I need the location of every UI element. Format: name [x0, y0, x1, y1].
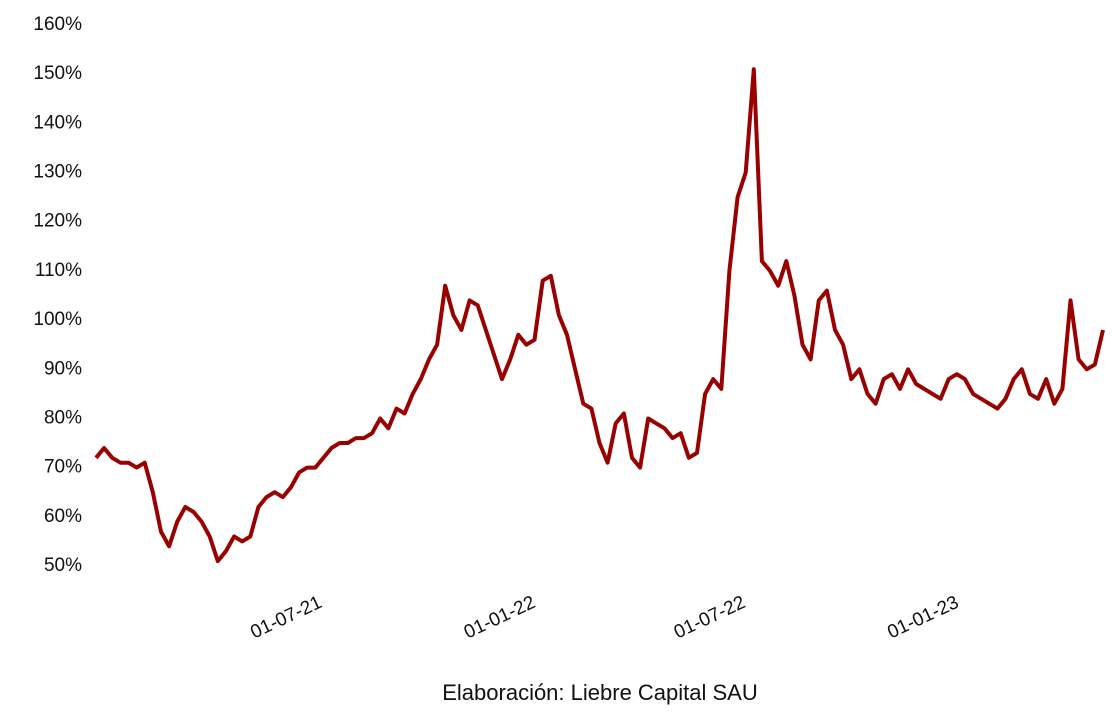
y-tick-label: 70%: [44, 457, 82, 478]
y-tick-label: 130%: [33, 162, 82, 183]
y-tick-label: 160%: [33, 14, 82, 35]
y-tick-label: 60%: [44, 506, 82, 527]
x-tick-label: 01-07-21: [247, 592, 325, 643]
y-tick-label: 100%: [33, 309, 82, 330]
y-tick-label: 80%: [44, 407, 82, 428]
caption: Elaboración: Liebre Capital SAU: [442, 680, 758, 705]
y-tick-label: 150%: [33, 63, 82, 84]
x-tick-label: 01-07-22: [671, 592, 749, 643]
x-tick-label: 01-01-22: [461, 592, 539, 643]
y-tick-label: 110%: [35, 260, 82, 281]
x-tick-label: 01-01-23: [884, 592, 962, 643]
y-tick-label: 90%: [44, 358, 82, 379]
y-tick-label: 120%: [33, 211, 82, 232]
y-tick-label: 50%: [44, 555, 82, 576]
line-series: [94, 67, 1105, 564]
y-tick-label: 140%: [33, 112, 82, 133]
